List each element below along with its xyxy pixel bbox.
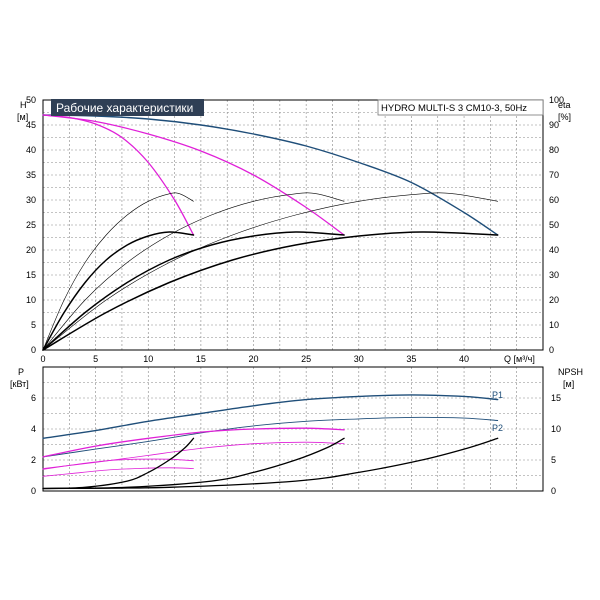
top-left-tick-label: 0 (31, 345, 36, 355)
top-right-tick-label: 50 (549, 220, 559, 230)
bottom-right-tick-label: 0 (551, 486, 556, 496)
series-operating-2pumps (42, 231, 345, 351)
series-p1-2pumps (42, 427, 345, 458)
top-left-tick-label: 40 (26, 145, 36, 155)
series-head-2pumps (42, 114, 345, 236)
top-left-tick-label: 10 (26, 295, 36, 305)
x-tick-label: 25 (301, 354, 311, 364)
series-eta-2pumps (42, 192, 345, 351)
series-npsh-3pumps (42, 437, 499, 490)
bottom-left-axis-symbol: P (18, 367, 24, 377)
x-tick-label: 35 (406, 354, 416, 364)
top-left-tick-label: 15 (26, 270, 36, 280)
top-left-tick-label: 5 (31, 320, 36, 330)
model-label-box (377, 99, 544, 116)
top-right-tick-label: 60 (549, 195, 559, 205)
bottom-left-tick-label: 6 (31, 393, 36, 403)
series-operating-3pumps (42, 231, 499, 351)
x-axis-label: Q [м³/ч] (504, 354, 535, 364)
top-right-tick-label: 40 (549, 245, 559, 255)
model-label: HYDRO MULTI-S 3 CM10-3, 50Hz (381, 103, 527, 114)
top-left-tick-label: 30 (26, 195, 36, 205)
series-operating-1pump (42, 231, 195, 351)
top-right-tick-label: 0 (549, 345, 554, 355)
top-right-tick-label: 10 (549, 320, 559, 330)
x-tick-label: 40 (459, 354, 469, 364)
series-p1-3pumps (42, 394, 499, 439)
series-eta-1pump (42, 192, 194, 351)
top-right-tick-label: 30 (549, 270, 559, 280)
top-right-tick-label: 80 (549, 145, 559, 155)
top-left-tick-label: 50 (26, 95, 36, 105)
plot-frame (42, 366, 544, 492)
top-left-axis-symbol: H (20, 100, 27, 110)
x-tick-label: 5 (93, 354, 98, 364)
top-right-axis-symbol: eta (558, 100, 571, 110)
chart-title: Рабочие характеристики (56, 101, 193, 115)
bottom-right-axis-symbol: NPSH (558, 367, 583, 377)
bottom-left-tick-label: 2 (31, 455, 36, 465)
legend-label-p2: P2 (492, 423, 503, 433)
series-npsh-1pump (42, 437, 195, 490)
top-left-tick-label: 35 (26, 170, 36, 180)
x-tick-label: 10 (143, 354, 153, 364)
bottom-right-tick-label: 5 (551, 455, 556, 465)
series-p2-3pumps (42, 416, 499, 458)
top-panel-grid (42, 99, 544, 351)
bottom-panel-series (42, 394, 499, 490)
top-left-tick-label: 45 (26, 120, 36, 130)
chart-title-background (51, 99, 204, 116)
series-p2-1pump (42, 467, 194, 477)
bottom-right-tick-label: 10 (551, 424, 561, 434)
bottom-left-axis-unit: [кВт] (10, 379, 29, 389)
bottom-left-tick-label: 4 (31, 424, 36, 434)
x-tick-label: 0 (40, 354, 45, 364)
bottom-panel-grid (42, 366, 544, 492)
series-p2-2pumps (42, 441, 345, 469)
top-left-axis-unit: [м] (17, 112, 28, 122)
series-head-3pumps (42, 114, 499, 236)
top-panel-series (42, 114, 499, 351)
x-tick-label: 15 (196, 354, 206, 364)
bottom-left-tick-label: 0 (31, 486, 36, 496)
bottom-right-axis-unit: [м] (563, 379, 574, 389)
bottom-right-tick-label: 15 (551, 393, 561, 403)
plot-frame (42, 99, 544, 351)
top-right-tick-label: 90 (549, 120, 559, 130)
x-tick-label: 30 (354, 354, 364, 364)
top-right-tick-label: 100 (549, 95, 564, 105)
series-eta-3pumps (42, 192, 498, 351)
top-right-tick-label: 20 (549, 295, 559, 305)
x-tick-label: 20 (249, 354, 259, 364)
top-left-tick-label: 25 (26, 220, 36, 230)
top-right-tick-label: 70 (549, 170, 559, 180)
top-left-tick-label: 20 (26, 245, 36, 255)
axis-ticks: 0 5 10 15 20 25 30 35 40051015202530354045500102… (26, 95, 564, 496)
series-p1-1pump (42, 458, 194, 470)
series-head-1pump (42, 114, 195, 236)
legend-label-p1: P1 (492, 390, 503, 400)
top-right-axis-unit: [%] (558, 112, 571, 122)
